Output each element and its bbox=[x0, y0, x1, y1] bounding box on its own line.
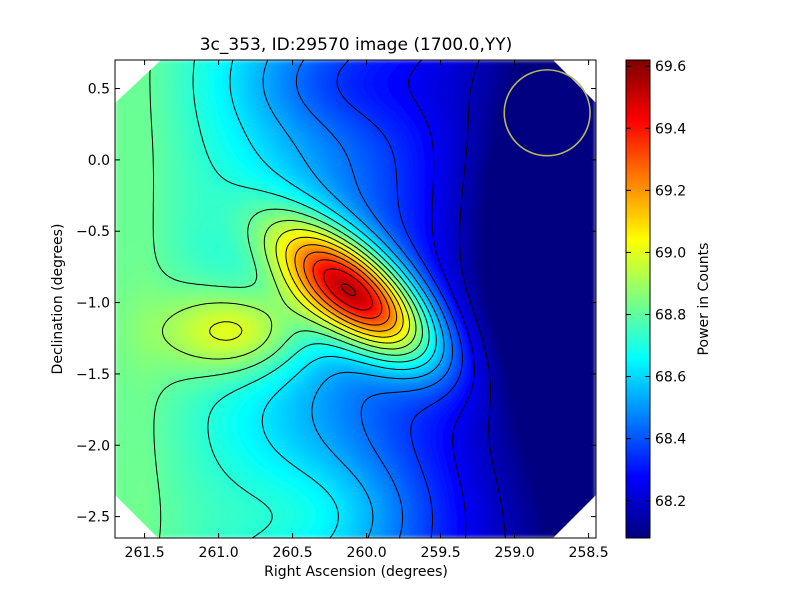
contour-line bbox=[295, 60, 454, 538]
colorbar-tick-label: 68.6 bbox=[655, 370, 686, 386]
y-axis: 0.5 0.0 −0.5 −1.0 −1.5 −2.0 −2.5 bbox=[76, 82, 596, 526]
x-tick-label: 258.5 bbox=[569, 545, 609, 561]
contour-line bbox=[323, 268, 373, 311]
x-tick-label: 260.5 bbox=[273, 545, 313, 561]
contour-line bbox=[312, 259, 383, 319]
x-tick-label: 259.0 bbox=[495, 545, 535, 561]
colorbar-tick-label: 69.6 bbox=[655, 59, 686, 75]
colorbar-gradient bbox=[626, 60, 650, 538]
colorbar-tick-label: 69.2 bbox=[655, 183, 686, 199]
x-tick-label: 261.5 bbox=[125, 545, 165, 561]
colorbar-frame bbox=[625, 59, 651, 539]
x-axis-label: Right Ascension (degrees) bbox=[264, 564, 448, 580]
plot-area bbox=[115, 60, 596, 538]
x-tick-label: 261.0 bbox=[199, 545, 239, 561]
contour-line bbox=[262, 60, 445, 538]
contour-line bbox=[294, 244, 398, 332]
colorbar: 68.2 68.4 68.6 68.8 69.0 69.2 69.4 69.6 Power i… bbox=[625, 59, 712, 539]
y-axis-label: Declination (degrees) bbox=[50, 224, 66, 375]
beam-circle bbox=[503, 69, 591, 157]
y-tick-label: −2.0 bbox=[76, 438, 110, 454]
colorbar-ticks: 68.2 68.4 68.6 68.8 69.0 69.2 69.4 69.6 bbox=[626, 59, 686, 510]
colorbar-tick-label: 68.2 bbox=[655, 494, 686, 510]
y-tick-label: −2.5 bbox=[76, 510, 110, 526]
y-tick-label: 0.0 bbox=[88, 153, 110, 169]
chart-title: 3c_353, ID:29570 image (1700.0,YY) bbox=[200, 35, 513, 55]
y-tick-label: −1.5 bbox=[76, 367, 110, 383]
colorbar-label: Power in Counts bbox=[696, 243, 712, 356]
colorbar-tick-label: 68.8 bbox=[655, 308, 686, 324]
plot-frame bbox=[114, 59, 597, 539]
contour-line bbox=[408, 60, 475, 538]
contour-line bbox=[303, 251, 391, 326]
contour-line bbox=[459, 60, 506, 538]
x-tick-label: 260.0 bbox=[347, 545, 387, 561]
x-tick-label: 259.5 bbox=[421, 545, 461, 561]
contour-line bbox=[336, 60, 463, 538]
contour-line bbox=[192, 60, 430, 538]
contour-line bbox=[229, 60, 437, 538]
y-tick-label: −0.5 bbox=[76, 224, 110, 240]
x-axis: 261.5 261.0 260.5 260.0 259.5 259.0 258.5 bbox=[125, 60, 609, 561]
colorbar-tick-label: 69.0 bbox=[655, 245, 686, 261]
contour-line bbox=[340, 283, 356, 297]
y-tick-label: 0.5 bbox=[88, 82, 110, 98]
contour-lines bbox=[149, 60, 506, 538]
y-tick-label: −1.0 bbox=[76, 296, 110, 312]
colorbar-tick-label: 69.4 bbox=[655, 121, 686, 137]
heatmap-image bbox=[115, 60, 596, 538]
colorbar-tick-label: 68.4 bbox=[655, 432, 686, 448]
contour-line bbox=[209, 228, 411, 344]
contour-line bbox=[285, 236, 404, 338]
contour-line bbox=[161, 220, 417, 360]
